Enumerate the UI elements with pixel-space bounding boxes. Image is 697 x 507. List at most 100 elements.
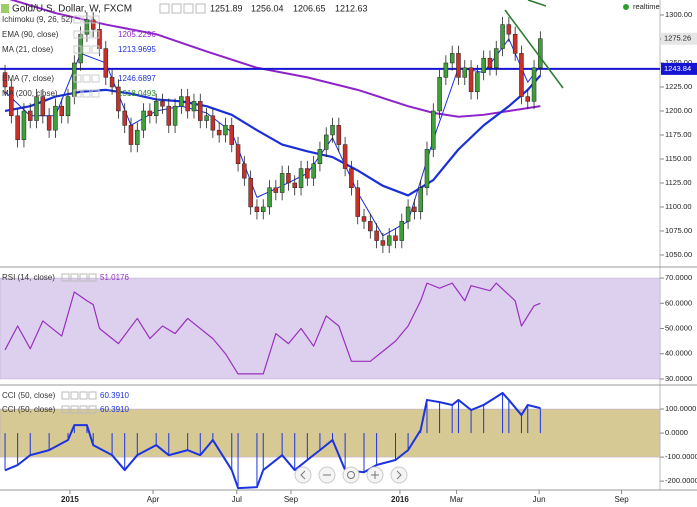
y-tick-label: 1200.00 — [665, 106, 692, 115]
legend-button[interactable] — [91, 45, 100, 54]
legend-button[interactable] — [82, 89, 91, 98]
candle-body — [330, 125, 335, 136]
legend-button[interactable] — [70, 391, 79, 400]
legend-button[interactable] — [82, 45, 91, 54]
y-tick-label: 1050.00 — [665, 250, 692, 259]
candle-body — [323, 134, 329, 150]
y-tick-label: 50.0000 — [665, 324, 692, 333]
legend-button[interactable] — [73, 15, 82, 24]
symbol-icon — [1, 4, 9, 13]
candle-body — [412, 206, 417, 213]
legend-button[interactable] — [73, 74, 82, 83]
candle-body — [21, 110, 27, 141]
legend-name: EMA (7, close) — [2, 74, 54, 83]
legend-button[interactable] — [61, 405, 70, 414]
moving-average-line — [9, 0, 541, 118]
candle-body — [147, 110, 153, 117]
candle-body — [179, 96, 184, 107]
legend-name: CCI (50, close) — [2, 405, 56, 414]
y-tick-label: 30.0000 — [665, 374, 692, 383]
y-tick-label: 100.0000 — [665, 404, 696, 413]
legend-button[interactable] — [82, 15, 91, 24]
header-button[interactable] — [159, 3, 170, 14]
x-tick-label: Jun — [533, 495, 546, 504]
last-line-box — [661, 62, 697, 75]
legend-button[interactable] — [91, 89, 100, 98]
candle-body — [248, 177, 253, 208]
plus-icon — [371, 471, 379, 479]
legend-button[interactable] — [73, 30, 82, 39]
scroll-left-button[interactable] — [294, 466, 312, 484]
legend-button[interactable] — [79, 405, 88, 414]
legend-button[interactable] — [61, 273, 70, 282]
candle-body — [500, 24, 505, 49]
x-tick-label: 2015 — [61, 495, 79, 504]
y-tick-label: 1150.00 — [665, 154, 692, 163]
reset-button[interactable] — [342, 466, 360, 484]
legend-button[interactable] — [82, 74, 91, 83]
indicator-band — [0, 408, 661, 458]
candle-body — [336, 125, 342, 145]
legend-value: 1205.2296 — [118, 30, 156, 39]
legend-button[interactable] — [91, 30, 100, 39]
candle-body — [235, 144, 241, 165]
candle-body — [273, 187, 279, 193]
candle-body — [122, 110, 127, 126]
scroll-right-button[interactable] — [390, 466, 408, 484]
indicator-band — [0, 277, 661, 380]
legend-button[interactable] — [70, 405, 79, 414]
legend-value: 1246.6897 — [118, 74, 156, 83]
legend-button[interactable] — [73, 89, 82, 98]
legend-button[interactable] — [91, 15, 100, 24]
legend-button[interactable] — [73, 45, 82, 54]
legend-button[interactable] — [61, 391, 70, 400]
legend-button[interactable] — [88, 405, 97, 414]
legend-value: 1213.9695 — [118, 45, 156, 54]
candle-body — [191, 101, 197, 112]
candle-body — [538, 38, 543, 69]
y-tick-label: 1250.00 — [665, 58, 692, 67]
legend-button[interactable] — [82, 30, 91, 39]
legend-button[interactable] — [88, 273, 97, 282]
y-tick-label: -100.0000 — [665, 452, 697, 461]
last-close-label: 1275.26 — [664, 34, 691, 43]
candle-body — [512, 33, 518, 54]
header-button[interactable] — [195, 3, 206, 14]
candle-body — [437, 77, 442, 112]
status: realtime — [633, 2, 660, 11]
candle-body — [342, 144, 348, 169]
candle-body — [399, 221, 405, 241]
x-tick-label: Mar — [450, 495, 464, 504]
legend-name: MA (21, close) — [2, 45, 53, 54]
header-button[interactable] — [171, 3, 182, 14]
candle-body — [305, 168, 310, 179]
candle-body — [279, 173, 285, 193]
candle-body — [135, 129, 140, 145]
legend-name: CCI (50, close) — [2, 391, 56, 400]
x-tick-label: Sep — [284, 495, 299, 504]
legend-button[interactable] — [91, 74, 100, 83]
arrow-icon — [300, 470, 306, 480]
candle-body — [298, 168, 304, 189]
y-tick-label: 1225.00 — [665, 82, 692, 91]
y-tick-label: 1125.00 — [665, 178, 692, 187]
legend-button[interactable] — [79, 273, 88, 282]
header-button[interactable] — [183, 3, 194, 14]
legend-button[interactable] — [88, 391, 97, 400]
legend-button[interactable] — [70, 273, 79, 282]
candle-body — [109, 77, 115, 88]
header-open: 1251.89 — [210, 3, 243, 13]
last-close-box — [661, 32, 697, 45]
last-line-label: 1243.84 — [664, 64, 691, 73]
candle-body — [361, 216, 367, 222]
legend-name: RSI (14, close) — [2, 273, 55, 282]
candle-body — [519, 53, 524, 97]
legend-button[interactable] — [79, 391, 88, 400]
candle-body — [386, 235, 392, 246]
candle-body — [531, 67, 537, 102]
candle-body — [317, 149, 323, 165]
legend-value: 51.0176 — [100, 273, 129, 282]
candle-body — [349, 168, 354, 189]
